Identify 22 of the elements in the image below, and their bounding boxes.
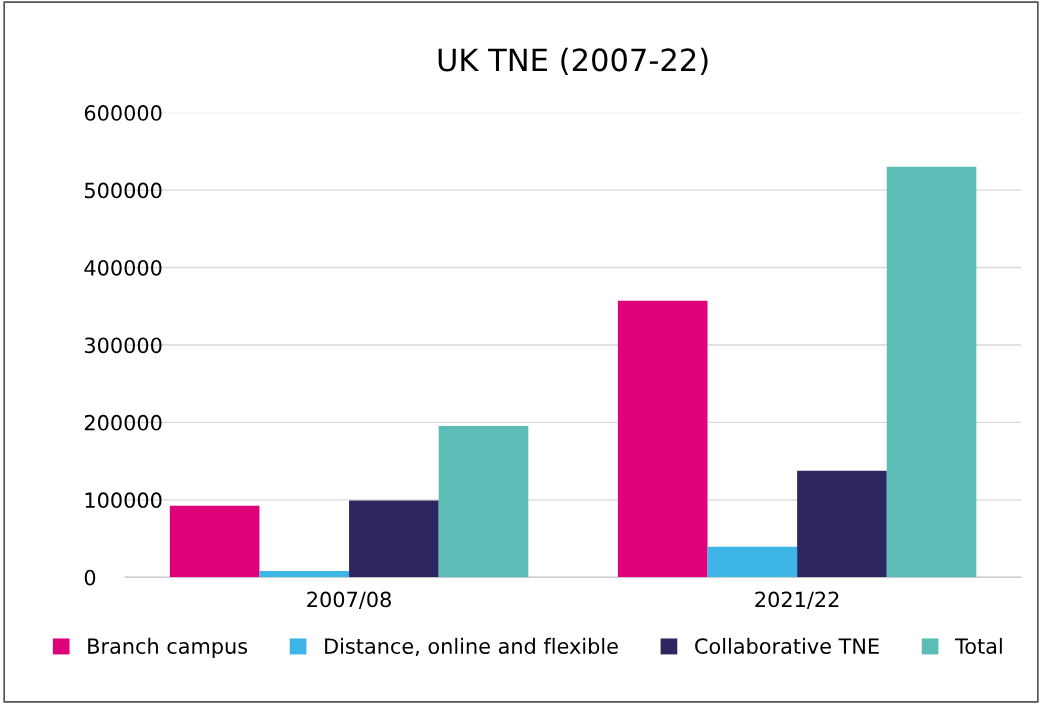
bar xyxy=(707,546,798,578)
bar xyxy=(617,300,708,578)
y-tick-label: 400000 xyxy=(84,259,162,276)
bar xyxy=(886,166,977,578)
bar xyxy=(438,425,529,578)
legend-label: Collaborative TNE xyxy=(695,637,879,654)
y-tick-label: 0 xyxy=(84,569,96,586)
x-tick-label: 2021/22 xyxy=(755,591,839,609)
y-tick-label: 600000 xyxy=(84,105,162,121)
bar xyxy=(797,470,887,578)
bar xyxy=(349,500,439,578)
y-tick-label: 500000 xyxy=(84,182,162,199)
chart-title: UK TNE (2007-22) xyxy=(438,47,708,75)
y-tick-label: 300000 xyxy=(84,337,162,354)
y-tick-label: 200000 xyxy=(84,414,162,431)
y-tick-label: 100000 xyxy=(85,492,162,509)
x-tick-label: 2007/08 xyxy=(307,591,391,609)
bar xyxy=(259,571,350,578)
legend-label: Branch campus xyxy=(88,637,248,659)
legend-label: Total xyxy=(955,637,1002,654)
bar xyxy=(169,505,260,578)
legend-label: Distance, online and flexible xyxy=(325,637,618,657)
